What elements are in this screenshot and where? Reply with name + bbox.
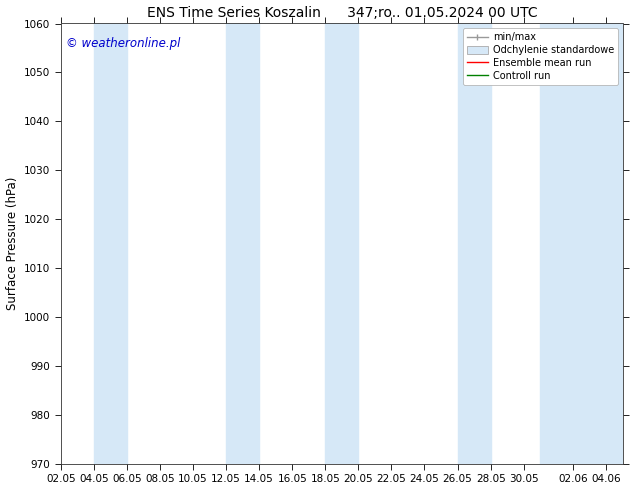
Bar (540, 24, 623, 464)
Legend: min/max, Odchylenie standardowe, Ensemble mean run, Controll run: min/max, Odchylenie standardowe, Ensembl… (463, 28, 618, 85)
Text: © weatheronline.pl: © weatheronline.pl (67, 37, 181, 49)
Title: ENS Time Series Koszalin      347;ro.. 01.05.2024 00 UTC: ENS Time Series Koszalin 347;ro.. 01.05.… (146, 5, 537, 20)
Bar (458, 24, 491, 464)
Bar (94, 24, 127, 464)
Bar (226, 24, 259, 464)
Y-axis label: Surface Pressure (hPa): Surface Pressure (hPa) (6, 177, 18, 311)
Bar (325, 24, 358, 464)
